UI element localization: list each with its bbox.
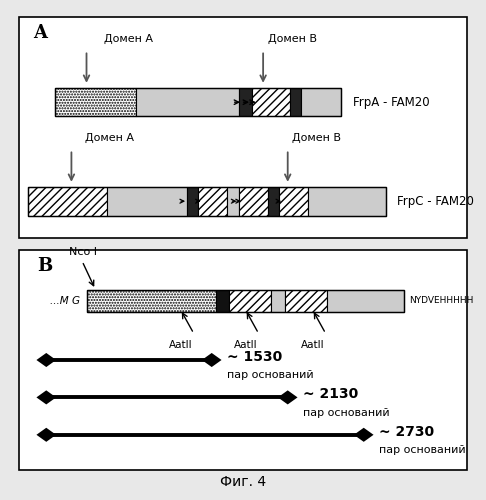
Bar (308, 187, 386, 216)
Text: пар оснований: пар оснований (227, 370, 314, 380)
Polygon shape (278, 390, 297, 404)
Text: ~ 1530: ~ 1530 (227, 350, 282, 364)
Bar (285, 290, 327, 312)
Bar (290, 88, 301, 117)
Bar (271, 290, 285, 312)
Text: FrpC - FAM20: FrpC - FAM20 (397, 194, 474, 207)
Bar (239, 88, 252, 117)
Text: Nco I: Nco I (69, 246, 97, 256)
Text: пар оснований: пар оснований (303, 408, 390, 418)
Bar (198, 187, 227, 216)
Text: Домен A: Домен A (85, 133, 134, 143)
Polygon shape (36, 428, 56, 442)
Polygon shape (354, 428, 374, 442)
Bar (136, 88, 239, 117)
Bar (28, 187, 106, 216)
Bar (239, 187, 268, 216)
Bar (106, 187, 187, 216)
Bar (229, 290, 271, 312)
Text: FrpA - FAM20: FrpA - FAM20 (352, 96, 429, 108)
Text: NYDVEHHHHH: NYDVEHHHHH (409, 296, 474, 305)
Text: A: A (33, 24, 47, 42)
Polygon shape (36, 390, 56, 404)
Text: B: B (37, 256, 52, 274)
Bar (252, 88, 290, 117)
Bar (87, 290, 404, 312)
Text: AatII: AatII (234, 340, 258, 350)
Bar (87, 290, 216, 312)
Bar (28, 187, 386, 216)
Bar (268, 187, 279, 216)
Text: Домен B: Домен B (268, 34, 316, 44)
Bar (55, 88, 136, 117)
Text: AatII: AatII (301, 340, 325, 350)
Text: ~ 2730: ~ 2730 (380, 424, 434, 438)
Text: Домен B: Домен B (292, 133, 341, 143)
Bar (216, 290, 229, 312)
Polygon shape (36, 353, 56, 367)
Text: AatII: AatII (169, 340, 193, 350)
Bar (227, 187, 239, 216)
Bar (327, 290, 404, 312)
Polygon shape (202, 353, 222, 367)
Bar (187, 187, 198, 216)
Text: ~ 2130: ~ 2130 (303, 387, 359, 401)
Text: пар оснований: пар оснований (380, 445, 466, 455)
Bar (55, 88, 341, 117)
Text: Фиг. 4: Фиг. 4 (220, 475, 266, 489)
Text: ...M G: ...M G (50, 296, 80, 306)
Text: Домен A: Домен A (104, 34, 154, 44)
Bar (279, 187, 308, 216)
Bar (301, 88, 341, 117)
